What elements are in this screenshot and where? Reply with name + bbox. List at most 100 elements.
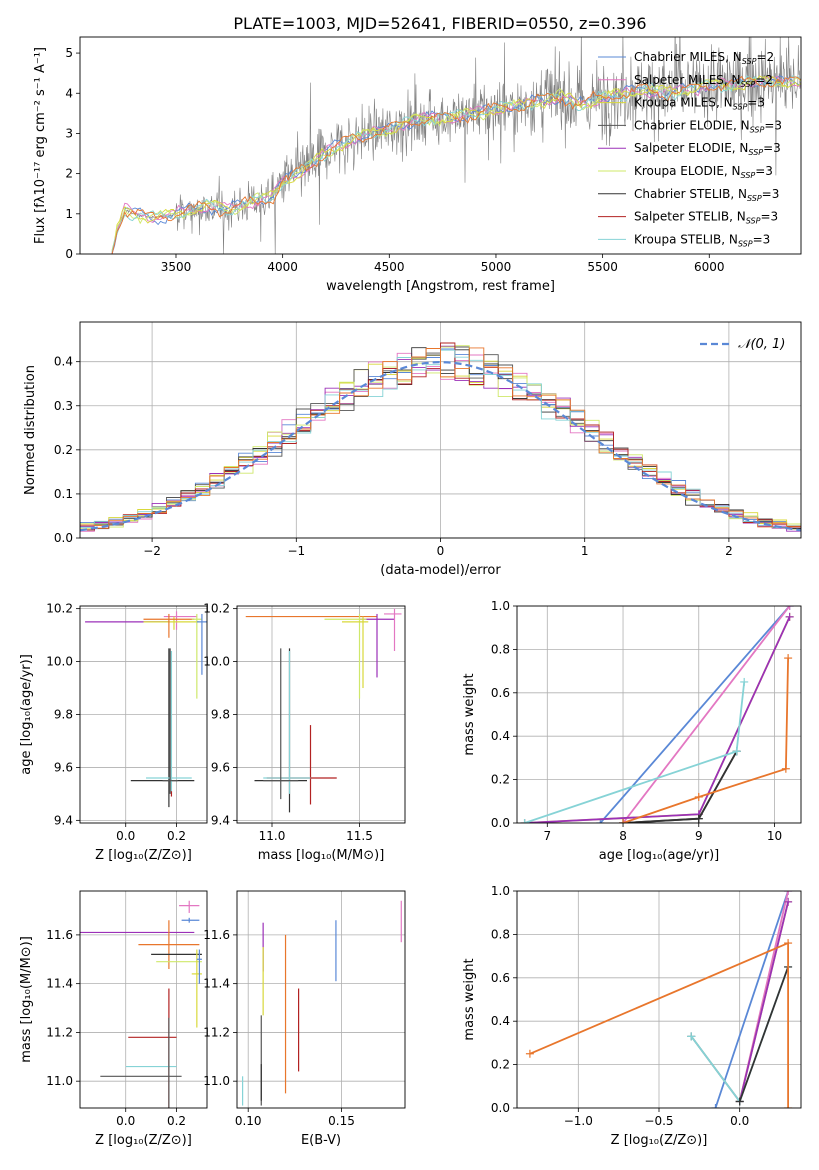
x-axis-label: Z [log₁₀(Z/Z⊙)]	[95, 848, 192, 863]
y-tick-label: 4	[65, 86, 73, 100]
error-bar	[266, 725, 337, 805]
y-tick-label: 11.2	[203, 1025, 230, 1039]
x-tick-label: 5500	[587, 260, 618, 274]
x-tick-label: 0.10	[235, 1114, 262, 1128]
x-tick-label: 6000	[694, 260, 725, 274]
y-tick-label: 0.4	[491, 1014, 510, 1028]
observed-spectrum	[111, 37, 801, 254]
x-tick-label: 0.0	[116, 829, 135, 843]
panel-weight-vs-Z: −1.0 −0.5 0.0 0.0 0.2 0.4 0.6 0.8 1.0 Z [log₁₀(Z/…	[462, 884, 802, 1148]
y-tick-label: 10.2	[46, 602, 73, 616]
x-tick-label: −1	[287, 544, 305, 558]
plot-area-residuals	[80, 322, 801, 538]
plot-area-spectrum	[111, 37, 801, 254]
error-bar	[138, 920, 200, 970]
y-tick-label: 11.6	[46, 928, 73, 942]
legend-entry: Chabrier MILES, NSSP=2	[634, 50, 774, 66]
error-bar	[324, 613, 367, 699]
y-tick-label: 9.4	[211, 813, 230, 827]
y-tick-label: 0.4	[54, 355, 73, 369]
mass-weight-series	[619, 606, 794, 823]
x-tick-label: 0.2	[167, 829, 186, 843]
series-line	[599, 606, 791, 823]
y-tick-label: 0.3	[54, 399, 73, 413]
x-tick-label: 1	[581, 544, 589, 558]
x-axis-label: wavelength [Angstrom, rest frame]	[326, 279, 555, 294]
x-tick-label: −0.5	[644, 1114, 673, 1128]
x-tick-label: 9	[695, 829, 703, 843]
y-tick-label: 5	[65, 46, 73, 60]
series-line	[622, 658, 789, 823]
error-bar	[263, 650, 311, 794]
plot-area-age-vs-mass	[237, 606, 405, 823]
y-tick-label: 0.0	[54, 531, 73, 545]
x-axis-label: Z [log₁₀(Z/Z⊙)]	[95, 1133, 192, 1148]
y-axis-label: mass weight	[462, 673, 477, 755]
y-tick-label: 0.6	[491, 971, 510, 985]
error-bar	[342, 616, 369, 689]
x-tick-label: 7	[543, 829, 551, 843]
x-tick-label: 0.0	[730, 1114, 749, 1128]
y-tick-label: 0.4	[491, 729, 510, 743]
y-tick-label: 11.4	[46, 977, 73, 991]
y-tick-label: 0.6	[491, 686, 510, 700]
y-axis-label: Normed distribution	[23, 365, 38, 495]
x-axis-label: E(B-V)	[301, 1133, 341, 1148]
mass-weight-series	[735, 897, 793, 1106]
y-tick-label: 0.0	[491, 1101, 510, 1115]
legend-entry: Kroupa STELIB, NSSP=3	[634, 232, 770, 248]
legend-entry: 𝒩(0, 1)	[738, 337, 785, 352]
y-tick-label: 1	[65, 207, 73, 221]
x-tick-label: 4000	[267, 260, 298, 274]
mass-weight-series	[525, 939, 793, 1108]
panel-mass-vs-ebv: 0.10 0.15 11.0 11.2 11.4 11.6 E(B-V)	[203, 890, 406, 1148]
y-tick-label: 10.2	[203, 602, 230, 616]
y-axis-label: mass weight	[462, 958, 477, 1040]
error-bar	[181, 917, 200, 923]
error-bar	[191, 613, 202, 699]
panel-spectrum: 3500 4000 4500 5000 5500 6000 0 1 2 3 4 5 wavelength…	[33, 36, 802, 294]
panel-mass-vs-Z: 0.0 0.2 11.0 11.2 11.4 11.6 Z [log₁₀(Z/Z⊙)] mas…	[19, 890, 208, 1148]
y-tick-label: 3	[65, 126, 73, 140]
series-line	[524, 616, 791, 823]
mass-weight-series	[619, 654, 793, 823]
legend-entry: Salpeter STELIB, NSSP=3	[634, 210, 778, 226]
x-tick-label: 11.0	[259, 829, 286, 843]
legend-entry: Salpeter ELODIE, NSSP=3	[634, 141, 781, 157]
panel-weight-vs-age: 7 8 9 10 0.0 0.2 0.4 0.6 0.8 1.0 age [log₁₀(age/yr…	[462, 599, 802, 863]
axes-frame	[516, 605, 802, 824]
histogram-step	[80, 347, 801, 528]
x-tick-label: 11.5	[346, 829, 373, 843]
y-tick-label: 11.4	[203, 977, 230, 991]
error-bar	[191, 949, 202, 1028]
plot-area-age-vs-Z	[80, 606, 207, 823]
series-line	[738, 901, 789, 1102]
y-tick-label: 11.0	[203, 1074, 230, 1088]
plot-area-mass-vs-ebv	[237, 891, 405, 1108]
mass-weight-series	[520, 612, 794, 823]
plot-area-weight-vs-Z	[517, 891, 801, 1108]
y-axis-label: mass [log₁₀(M/M⊙)]	[19, 936, 34, 1063]
y-tick-label: 9.8	[211, 708, 230, 722]
model-spectrum	[111, 75, 801, 254]
page-title: PLATE=1003, MJD=52641, FIBERID=0550, z=0…	[233, 14, 646, 33]
axes-frame	[79, 890, 208, 1109]
y-tick-label: 0.8	[491, 927, 510, 941]
error-bar	[196, 949, 202, 984]
mass-weight-series	[520, 677, 749, 823]
error-bar	[384, 608, 402, 651]
mass-weight-series	[596, 606, 794, 823]
y-tick-label: 11.0	[46, 1074, 73, 1088]
x-tick-label: 4500	[374, 260, 405, 274]
legend-entry: Kroupa ELODIE, NSSP=3	[634, 164, 773, 180]
x-tick-label: 3500	[161, 260, 192, 274]
legend-entry: Kroupa MILES, NSSP=3	[634, 96, 765, 112]
legend-entry: Salpeter MILES, NSSP=2	[634, 73, 773, 89]
x-tick-label: 0.2	[167, 1114, 186, 1128]
x-axis-label: Z [log₁₀(Z/Z⊙)]	[611, 1133, 708, 1148]
x-tick-label: 0.15	[328, 1114, 355, 1128]
series-line	[622, 606, 791, 823]
model-spectrum	[111, 76, 801, 252]
y-tick-label: 0.2	[491, 773, 510, 787]
